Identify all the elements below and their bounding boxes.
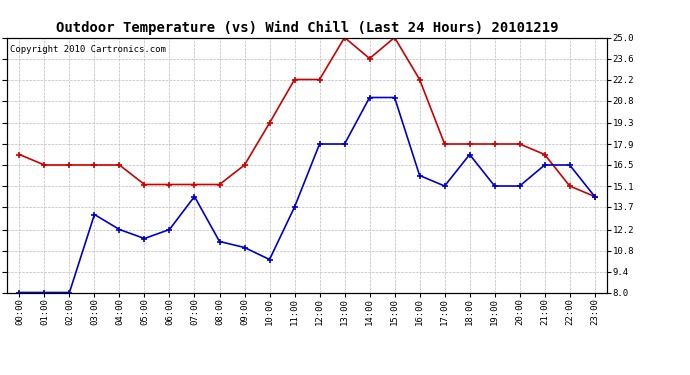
Title: Outdoor Temperature (vs) Wind Chill (Last 24 Hours) 20101219: Outdoor Temperature (vs) Wind Chill (Las… [56, 21, 558, 35]
Text: Copyright 2010 Cartronics.com: Copyright 2010 Cartronics.com [10, 45, 166, 54]
